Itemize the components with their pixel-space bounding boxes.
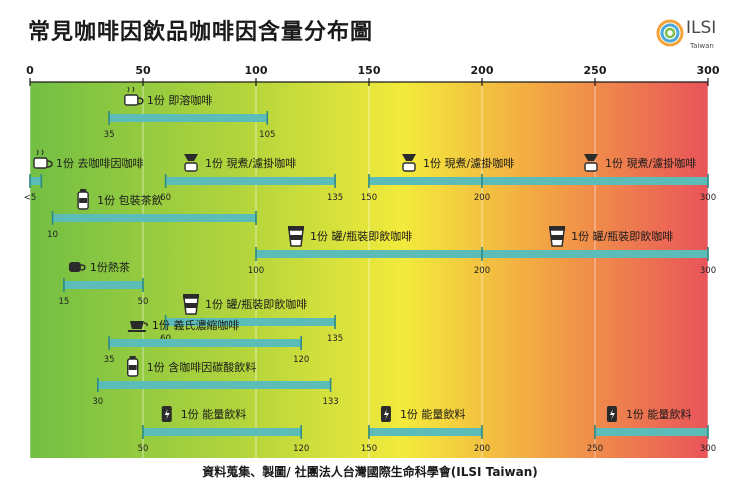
range-max-label: 133	[322, 397, 338, 407]
range-label: 1份 罐/瓶裝即飲咖啡	[205, 297, 307, 311]
drip-coffee-icon	[584, 154, 598, 172]
range-bar	[165, 177, 336, 185]
range-max-label: 135	[327, 334, 343, 344]
range-max-label: 300	[700, 193, 716, 203]
range-max-label: 300	[700, 266, 716, 276]
range-bar-group: 30 133 1份 含咖啡因碳酸飲料	[92, 356, 339, 407]
x-tick-label: 100	[245, 64, 268, 77]
range-bar	[165, 318, 336, 326]
range-max-label: 120	[293, 444, 309, 454]
range-bar-group: 15 50 1份熱茶	[58, 261, 148, 307]
range-label: 1份 包裝茶飲	[97, 193, 163, 207]
range-bar	[109, 339, 302, 347]
bottled-tea-icon	[77, 189, 89, 210]
espresso-icon	[127, 321, 148, 332]
range-min-label: 100	[248, 266, 264, 276]
range-label: 1份 現煮/濾掛咖啡	[605, 156, 696, 170]
range-bar-group: 150 300 200 1份 現煮/濾掛咖啡	[361, 154, 716, 203]
x-tick-label: 150	[358, 64, 381, 77]
range-min-label: <5	[24, 193, 37, 203]
ilsi-logo-icon	[656, 19, 684, 47]
takeaway-cup-icon	[183, 294, 200, 315]
range-label: 1份 罐/瓶裝即飲咖啡	[571, 229, 673, 243]
range-label: 1份 能量飲料	[181, 407, 247, 421]
range-label: 1份 含咖啡因碳酸飲料	[147, 360, 256, 374]
range-bar-group: 50 120 1份 能量飲料	[138, 406, 309, 454]
range-min-label: 150	[361, 193, 377, 203]
takeaway-cup-icon	[288, 226, 304, 247]
range-bar-group: 1份 現煮/濾掛咖啡	[584, 154, 696, 172]
range-bar	[97, 381, 331, 389]
range-bar-group: 1份 罐/瓶裝即飲咖啡	[549, 226, 673, 247]
range-bar	[52, 214, 256, 222]
range-label: 1份 能量飲料	[400, 407, 466, 421]
range-max-label: 105	[259, 130, 275, 140]
range-label: 1份 能量飲料	[626, 407, 692, 421]
energy-drink-icon	[161, 406, 172, 422]
range-min-label: 10	[47, 230, 58, 240]
instant-coffee-icon	[124, 86, 144, 106]
x-tick-label: 250	[584, 64, 607, 77]
range-bar	[30, 177, 42, 185]
x-tick-label: 200	[471, 64, 494, 77]
range-label: 1份 即溶咖啡	[147, 93, 213, 107]
x-tick-label: 50	[135, 64, 151, 77]
range-bar-group: 150 200 1份 能量飲料	[361, 406, 490, 454]
range-mid-label: 200	[474, 266, 490, 276]
logo-text: ILSI	[686, 18, 717, 38]
drip-coffee-icon	[184, 154, 199, 172]
range-bar	[369, 177, 708, 185]
range-bar-group: 35 105 1份 即溶咖啡	[104, 86, 275, 140]
range-min-label: 35	[104, 355, 115, 365]
range-label: 1份熱茶	[90, 261, 130, 274]
range-min-label: 50	[138, 444, 149, 454]
takeaway-cup-icon	[549, 226, 566, 247]
range-label: 1份 去咖啡因咖啡	[56, 156, 144, 170]
range-min-label: 35	[104, 130, 115, 140]
range-bar	[595, 428, 708, 436]
range-bar-group: 10 1份 包裝茶飲	[47, 189, 257, 240]
range-bar	[109, 114, 268, 122]
range-bar-group: 250 300 1份 能量飲料	[587, 406, 716, 454]
range-max-label: 50	[138, 297, 149, 307]
range-max-label: 135	[327, 193, 343, 203]
source-footer: 資料蒐集、製圖/ 社團法人台灣國際生命科學會(ILSI Taiwan)	[202, 465, 538, 479]
range-bar	[143, 428, 302, 436]
range-min-label: 60	[160, 193, 171, 203]
soda-can-icon	[127, 356, 139, 377]
energy-drink-icon	[380, 406, 391, 422]
coffee-cup-icon	[33, 149, 53, 169]
range-min-label: 30	[92, 397, 103, 407]
chart-title: 常見咖啡因飲品咖啡因含量分布圖	[28, 20, 374, 45]
range-label: 1份 罐/瓶裝即飲咖啡	[310, 229, 412, 243]
range-label: 1份 現煮/濾掛咖啡	[423, 156, 514, 170]
range-mid-label: 200	[474, 193, 490, 203]
range-max-label: 120	[293, 355, 309, 365]
range-bar	[63, 281, 143, 289]
range-bar-group: 60 135 1份 現煮/濾掛咖啡	[160, 154, 343, 203]
drip-coffee-icon	[402, 154, 416, 172]
range-bar-group: 100 300 200 1份 罐/瓶裝即飲咖啡	[248, 226, 716, 276]
range-min-label: 250	[587, 444, 603, 454]
x-tick-label: 0	[26, 64, 34, 77]
tea-cup-icon	[68, 262, 86, 272]
range-label: 1份 義氏濃縮咖啡	[152, 318, 240, 332]
range-max-label: 300	[700, 444, 716, 454]
range-min-label: 15	[58, 297, 69, 307]
range-min-label: 150	[361, 444, 377, 454]
range-max-label: 200	[474, 444, 490, 454]
range-bar-group: <5 1份 去咖啡因咖啡	[24, 149, 144, 203]
range-bar-group: 35 120 1份 義氏濃縮咖啡	[104, 318, 310, 365]
range-label: 1份 現煮/濾掛咖啡	[205, 156, 296, 170]
energy-drink-icon	[606, 406, 617, 422]
logo-subtext: Taiwan	[690, 42, 714, 50]
x-tick-label: 300	[697, 64, 720, 77]
range-bar	[369, 428, 482, 436]
